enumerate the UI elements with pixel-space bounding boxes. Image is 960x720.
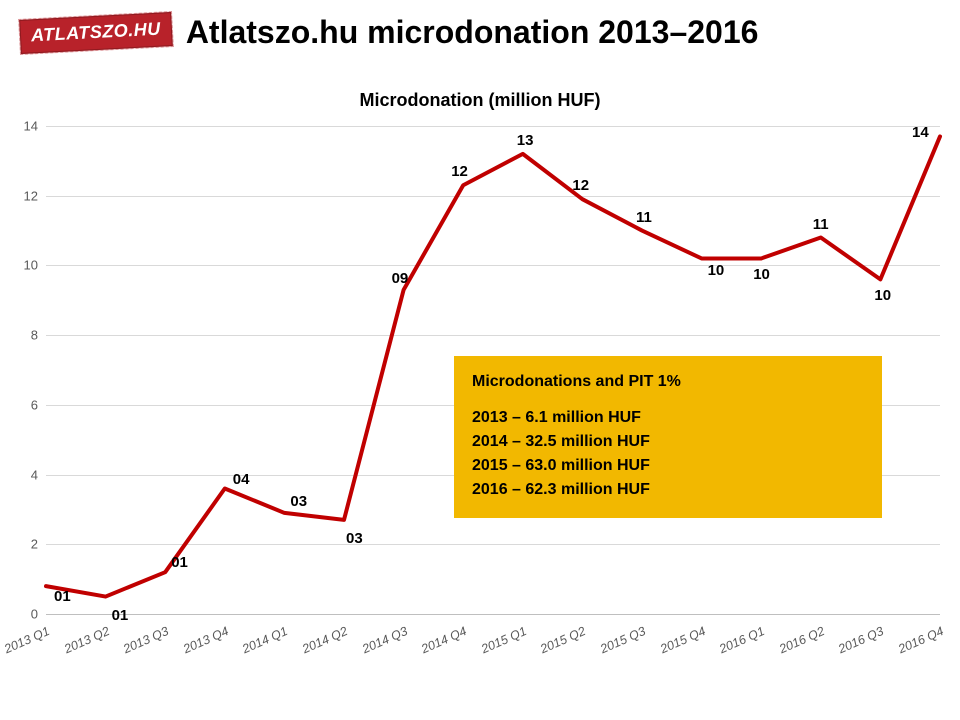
page-title: Atlatszo.hu microdonation 2013–2016 bbox=[186, 14, 759, 51]
x-tick-label: 2014 Q1 bbox=[241, 624, 291, 656]
data-label: 10 bbox=[874, 287, 891, 304]
x-tick-label: 2015 Q4 bbox=[658, 624, 708, 656]
x-tick-label: 2014 Q2 bbox=[300, 624, 350, 656]
info-box-line: 2015 – 63.0 million HUF bbox=[472, 454, 852, 478]
data-label: 09 bbox=[392, 270, 409, 287]
data-label: 12 bbox=[451, 163, 468, 180]
data-label: 01 bbox=[112, 607, 129, 624]
info-box-line: 2014 – 32.5 million HUF bbox=[472, 430, 852, 454]
x-tick-label: 2016 Q3 bbox=[837, 624, 887, 656]
data-label: 12 bbox=[572, 177, 589, 194]
data-label: 10 bbox=[708, 262, 725, 279]
info-box: Microdonations and PIT 1% 2013 – 6.1 mill… bbox=[454, 356, 882, 518]
data-label: 03 bbox=[346, 530, 363, 547]
chart-subtitle: Microdonation (million HUF) bbox=[0, 90, 960, 111]
x-tick-label: 2016 Q1 bbox=[717, 624, 767, 656]
data-label: 13 bbox=[517, 132, 534, 149]
data-label: 01 bbox=[54, 588, 71, 605]
x-tick-label: 2013 Q4 bbox=[181, 624, 231, 656]
data-label: 01 bbox=[171, 554, 188, 571]
data-label: 11 bbox=[813, 216, 829, 233]
x-tick-label: 2013 Q1 bbox=[2, 624, 52, 656]
x-tick-label: 2016 Q4 bbox=[896, 624, 946, 656]
x-tick-label: 2013 Q3 bbox=[121, 624, 171, 656]
data-label: 10 bbox=[753, 266, 770, 283]
data-label: 03 bbox=[290, 493, 307, 510]
x-tick-label: 2013 Q2 bbox=[62, 624, 112, 656]
header: ATLATSZO.HU Atlatszo.hu microdonation 20… bbox=[20, 14, 758, 51]
info-box-line: 2016 – 62.3 million HUF bbox=[472, 478, 852, 502]
x-tick-label: 2015 Q1 bbox=[479, 624, 529, 656]
x-tick-label: 2015 Q3 bbox=[598, 624, 648, 656]
data-label: 11 bbox=[636, 209, 652, 226]
info-box-line: 2013 – 6.1 million HUF bbox=[472, 406, 852, 430]
line-chart: 024681012142013 Q12013 Q22013 Q32013 Q42… bbox=[16, 118, 944, 678]
x-tick-label: 2016 Q2 bbox=[777, 624, 827, 656]
data-label: 04 bbox=[233, 471, 250, 488]
logo-stamp: ATLATSZO.HU bbox=[19, 12, 172, 54]
info-box-title: Microdonations and PIT 1% bbox=[472, 370, 852, 394]
x-tick-label: 2015 Q2 bbox=[539, 624, 589, 656]
page-root: { "header": { "logo_text": "ATLATSZO.HU"… bbox=[0, 0, 960, 720]
x-tick-label: 2014 Q3 bbox=[360, 624, 410, 656]
x-tick-label: 2014 Q4 bbox=[419, 624, 469, 656]
data-label: 14 bbox=[912, 124, 929, 141]
